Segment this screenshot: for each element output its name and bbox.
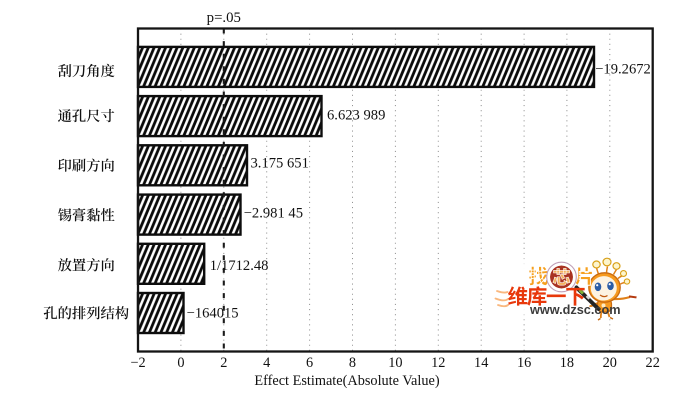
svg-text:−19.2672: −19.2672	[595, 61, 651, 77]
svg-text:22: 22	[646, 355, 660, 371]
svg-text:4: 4	[263, 355, 270, 371]
svg-text:14: 14	[474, 355, 488, 371]
svg-text:www.dzsc.com: www.dzsc.com	[529, 303, 620, 317]
svg-text:1/1712.48: 1/1712.48	[210, 258, 269, 274]
svg-text:6: 6	[306, 355, 313, 371]
svg-text:12: 12	[431, 355, 445, 371]
svg-text:−2.981 45: −2.981 45	[244, 206, 303, 222]
svg-text:p=.05: p=.05	[207, 10, 241, 26]
svg-text:Effect Estimate(Absolute Value: Effect Estimate(Absolute Value)	[254, 373, 440, 389]
svg-text:0: 0	[177, 355, 184, 371]
svg-text:16: 16	[517, 355, 531, 371]
svg-text:−2: −2	[130, 355, 145, 371]
svg-text:6.623 989: 6.623 989	[327, 108, 385, 124]
svg-text:2: 2	[220, 355, 227, 371]
svg-text:18: 18	[560, 355, 574, 371]
svg-text:−164015: −164015	[187, 306, 239, 322]
svg-text:20: 20	[603, 355, 617, 371]
svg-text:3.175 651: 3.175 651	[251, 156, 309, 172]
svg-text:8: 8	[349, 355, 356, 371]
svg-text:10: 10	[388, 355, 402, 371]
